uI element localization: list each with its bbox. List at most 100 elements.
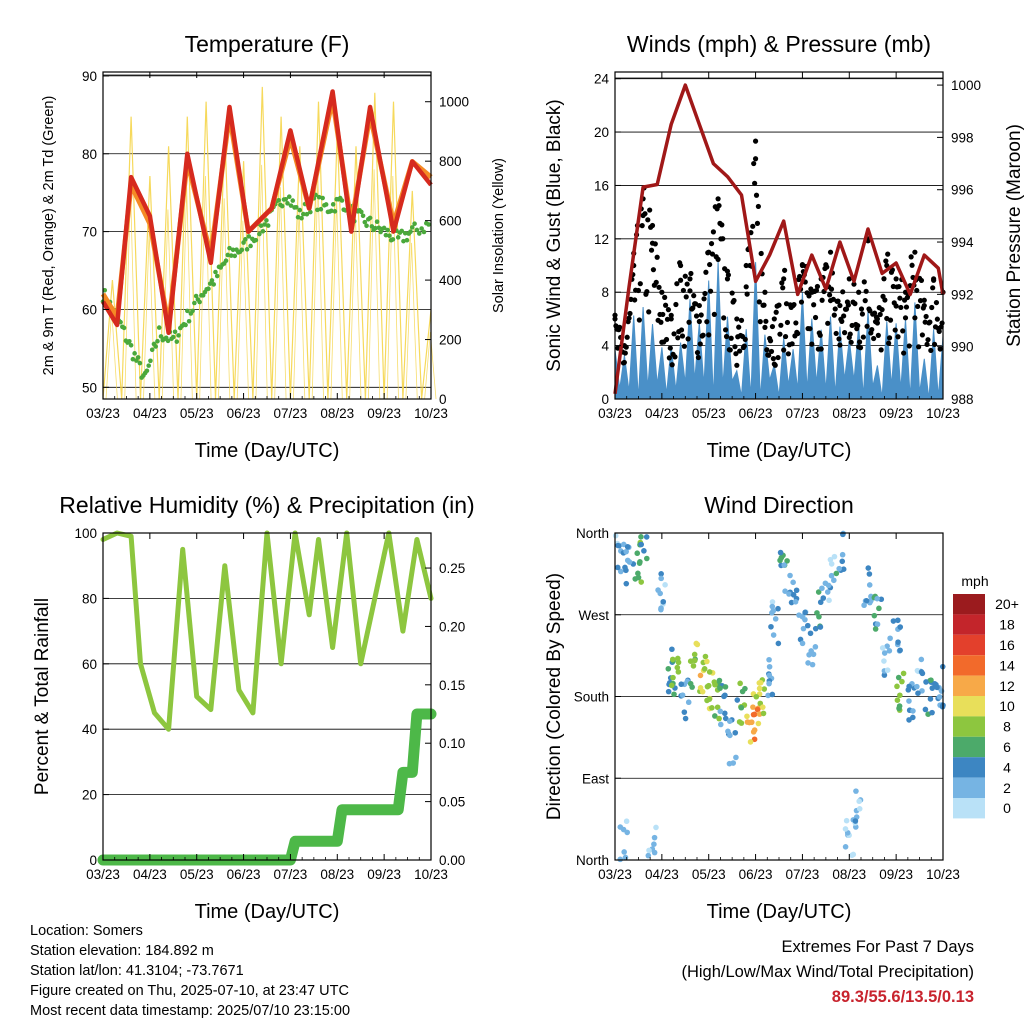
dewpoint-point: [387, 233, 392, 239]
gust-point: [831, 312, 837, 318]
gust-point: [694, 349, 701, 356]
gust-point: [939, 320, 945, 326]
dewpoint-point: [316, 194, 322, 200]
dewpoint-point: [239, 247, 245, 253]
dewpoint-point: [244, 247, 250, 252]
wind-direction-point: [705, 682, 712, 689]
wind-direction-point: [842, 844, 849, 850]
gust-point: [906, 343, 912, 349]
station-location: Location: Somers: [30, 923, 143, 939]
dewpoint-point: [227, 245, 232, 251]
wind-direction-point: [915, 690, 921, 697]
wind-direction-point: [804, 622, 811, 629]
gust-point: [762, 324, 768, 330]
x-tick-label: 04/23: [645, 406, 679, 421]
gust-point: [762, 289, 768, 295]
gust-point: [931, 341, 938, 348]
gust-point: [931, 276, 937, 282]
wind-direction-point: [712, 713, 718, 719]
wind-direction-point: [894, 697, 901, 703]
gust-point: [867, 308, 873, 314]
gust-point: [893, 303, 899, 309]
gust-point: [669, 362, 675, 368]
wind-direction-point: [717, 708, 724, 715]
solar-insolation-spike: [236, 220, 249, 400]
wind-direction-point: [702, 653, 709, 660]
gust-point: [658, 319, 664, 325]
dewpoint-point: [186, 318, 192, 324]
gust-point: [777, 331, 783, 337]
extremes-values: 89.3/55.6/13.5/0.13: [831, 988, 974, 1006]
gust-point: [898, 304, 904, 311]
dewpoint-point: [102, 287, 108, 293]
gust-point: [858, 306, 865, 312]
dewpoint-point: [185, 308, 190, 314]
gust-point: [912, 315, 918, 321]
solar-insolation-spike: [218, 198, 231, 400]
gust-point: [715, 256, 721, 262]
gust-point: [752, 180, 758, 186]
wind-direction-point: [769, 691, 776, 698]
wind-direction-point: [685, 699, 692, 706]
dewpoint-point: [290, 198, 296, 203]
gust-point: [839, 318, 845, 324]
gust-point: [707, 288, 714, 294]
wind-direction-point: [874, 595, 880, 602]
dewpoint-point: [279, 203, 285, 209]
wind-direction-point: [852, 818, 859, 824]
dewpoint-point: [369, 224, 375, 229]
wind-direction-point: [671, 691, 677, 698]
wind-direction-point: [709, 704, 715, 711]
wind-direction-point: [738, 720, 745, 726]
x-tick-label: 04/23: [133, 406, 167, 421]
wind-direction-point: [824, 589, 831, 595]
wind-direction-point: [755, 720, 762, 727]
wind-direction-point: [918, 669, 925, 675]
wind-direction-point: [660, 598, 667, 605]
gust-point: [698, 312, 704, 318]
wind-direction-point: [777, 549, 784, 556]
gust-point: [930, 285, 936, 291]
gust-point: [724, 276, 731, 282]
gust-point: [650, 267, 657, 273]
wind-direction-point: [651, 834, 658, 841]
gust-point: [675, 335, 681, 341]
legend-label: 6: [1003, 739, 1011, 755]
gust-point: [723, 333, 730, 340]
wind-direction-point: [620, 826, 627, 833]
gust-point: [785, 351, 791, 357]
wind-direction-point: [675, 669, 682, 675]
dewpoint-point: [170, 334, 176, 340]
wind-direction-point: [878, 596, 885, 603]
wind-direction-point: [756, 685, 763, 692]
wind-direction-point: [881, 672, 888, 678]
gust-point: [725, 272, 731, 278]
dewpoint-point: [197, 299, 202, 305]
gust-point: [673, 301, 679, 308]
wind-direction-point: [691, 657, 698, 664]
dewpoint-point: [190, 308, 195, 314]
gust-point: [696, 318, 702, 325]
gust-point: [764, 347, 770, 353]
gust-point: [780, 285, 786, 291]
wind-direction-point: [839, 558, 846, 565]
gust-point: [914, 287, 920, 294]
gust-point: [656, 284, 662, 290]
wind-direction-point: [934, 684, 940, 691]
wind-direction-point: [819, 585, 825, 592]
wind-direction-point: [612, 532, 619, 539]
wind-direction-point: [910, 708, 916, 714]
gust-point: [751, 160, 757, 167]
gust-point: [688, 270, 694, 277]
gust-point: [727, 347, 733, 353]
wind-direction-point: [768, 623, 774, 630]
gust-point: [621, 359, 627, 366]
wind-direction-point: [712, 681, 718, 688]
wind-direction-point: [817, 599, 824, 606]
legend-swatch: [953, 777, 985, 798]
dewpoint-point: [362, 219, 368, 225]
gust-point: [719, 222, 725, 228]
dewpoint-point: [390, 237, 396, 242]
gust-point: [807, 326, 813, 332]
wind-direction-point: [790, 579, 796, 586]
